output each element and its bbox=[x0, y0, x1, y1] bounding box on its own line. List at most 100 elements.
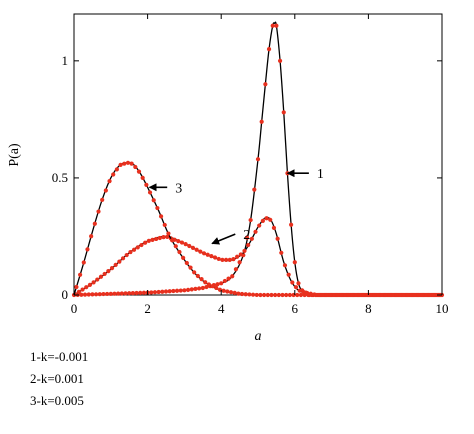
annotation-label: 2 bbox=[243, 228, 250, 243]
series-1-marker bbox=[292, 260, 297, 265]
annotation-3: 3 bbox=[148, 181, 182, 196]
series-1-marker bbox=[141, 290, 147, 295]
series-1-marker bbox=[178, 288, 183, 293]
series-3-line bbox=[73, 161, 442, 296]
series-3-marker bbox=[431, 292, 436, 298]
series-1-marker bbox=[138, 290, 143, 295]
series-3-marker bbox=[250, 292, 256, 297]
series-2-marker bbox=[223, 257, 229, 262]
series-2-marker bbox=[187, 243, 192, 249]
series-1-marker bbox=[197, 286, 202, 291]
series-2-marker bbox=[176, 239, 181, 244]
series-1-marker bbox=[296, 281, 301, 286]
series-3-marker bbox=[81, 260, 86, 265]
series-3-marker bbox=[398, 292, 403, 298]
series-3-marker bbox=[129, 161, 134, 166]
series-3-marker bbox=[368, 292, 373, 298]
series-3-marker bbox=[273, 292, 278, 298]
series-3-marker bbox=[206, 282, 212, 287]
series-3-marker bbox=[269, 292, 274, 298]
y-tick-label: 0.5 bbox=[52, 170, 68, 185]
series-2-marker bbox=[264, 216, 269, 221]
series-3-marker bbox=[354, 292, 359, 298]
series-2-marker bbox=[242, 248, 247, 254]
series-3-marker bbox=[258, 292, 263, 298]
series-3-marker bbox=[133, 164, 138, 170]
series-2-marker bbox=[275, 236, 280, 241]
x-tick-label: 4 bbox=[218, 301, 225, 316]
series-3-marker bbox=[328, 292, 333, 298]
series-3-marker bbox=[376, 292, 381, 298]
series-3-marker bbox=[420, 292, 425, 298]
series-1-marker bbox=[274, 23, 279, 28]
series-3-marker bbox=[324, 292, 329, 298]
series-2-marker bbox=[161, 234, 166, 240]
series-2-marker bbox=[246, 242, 251, 248]
series-3-marker bbox=[192, 270, 197, 275]
series-1-marker bbox=[193, 286, 198, 292]
series-3-marker bbox=[306, 292, 311, 298]
series-3-marker bbox=[214, 285, 219, 291]
series-2-marker bbox=[120, 256, 126, 261]
series-3-marker bbox=[243, 292, 248, 297]
series-3-marker bbox=[390, 292, 396, 298]
series-1-marker bbox=[244, 235, 250, 240]
series-3-marker bbox=[103, 188, 108, 193]
series-3-marker bbox=[111, 172, 116, 177]
series-3-marker bbox=[195, 273, 200, 279]
series-3-marker bbox=[74, 284, 79, 290]
series-1-marker bbox=[152, 290, 158, 295]
series-3-marker bbox=[239, 291, 245, 297]
series-2-marker bbox=[131, 247, 137, 252]
series-2-marker bbox=[260, 218, 265, 223]
series-3-marker bbox=[280, 292, 285, 298]
series-3-marker bbox=[170, 238, 175, 243]
series-1-marker bbox=[97, 292, 102, 297]
series-1-marker bbox=[182, 288, 187, 293]
series-1-marker bbox=[270, 23, 275, 28]
y-axis-label: P(a) bbox=[7, 143, 22, 167]
chart: 0 2 4 6 8 10 0 0.5 1 1 2 3 a P(a) bbox=[7, 13, 449, 340]
series-2-marker bbox=[271, 225, 277, 230]
series-3-marker bbox=[405, 292, 410, 298]
y-tick-label: 1 bbox=[62, 53, 69, 68]
series-2-marker bbox=[102, 271, 107, 277]
series-2-marker bbox=[198, 249, 203, 254]
series-3-marker bbox=[313, 292, 318, 298]
series-3-marker bbox=[173, 244, 178, 249]
series-2-marker bbox=[139, 242, 144, 248]
series-1-marker bbox=[237, 260, 242, 265]
series-3-marker bbox=[228, 290, 234, 295]
series-2-marker bbox=[257, 223, 262, 228]
series-2-marker bbox=[220, 257, 225, 262]
series-3-marker bbox=[262, 292, 267, 298]
series-1-marker bbox=[90, 292, 95, 297]
series-1-marker bbox=[123, 291, 128, 296]
series-2-marker bbox=[179, 240, 185, 245]
series-1-marker bbox=[119, 291, 124, 296]
series-2-marker bbox=[95, 277, 100, 282]
series-3-marker bbox=[100, 197, 105, 202]
series-1-marker bbox=[156, 289, 161, 295]
series-2-marker bbox=[253, 229, 258, 234]
series-3-marker bbox=[302, 292, 307, 298]
series-2-marker bbox=[124, 252, 129, 258]
series-2-marker bbox=[201, 251, 207, 256]
series-3-marker bbox=[320, 292, 326, 298]
series-2-marker bbox=[146, 238, 151, 243]
legend-item-3: 3-k=0.005 bbox=[30, 393, 84, 408]
series-2-marker bbox=[143, 240, 148, 245]
series-3-marker bbox=[114, 167, 120, 172]
series-2-marker bbox=[249, 236, 254, 241]
series-3-marker bbox=[339, 292, 344, 298]
series-3-marker bbox=[409, 292, 414, 298]
series-3-marker bbox=[331, 292, 337, 298]
series-2-marker bbox=[238, 252, 243, 257]
x-tick-label: 8 bbox=[365, 301, 372, 316]
annotation-label: 3 bbox=[175, 181, 182, 196]
x-axis-label: a bbox=[255, 329, 262, 340]
series-1-marker bbox=[127, 291, 132, 296]
series-3-marker bbox=[387, 292, 392, 298]
series-3-marker bbox=[158, 214, 164, 219]
series-2-marker bbox=[212, 255, 218, 260]
